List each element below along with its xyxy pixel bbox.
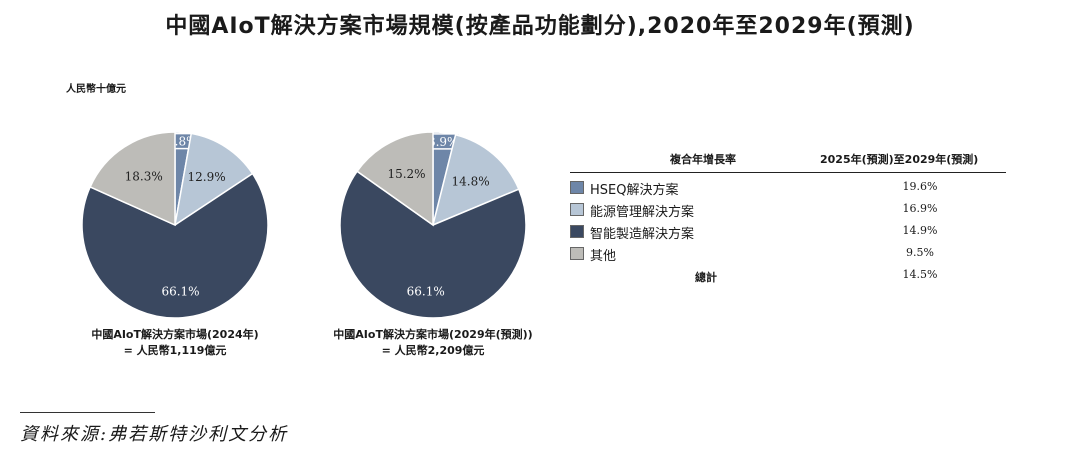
pie-label-other-2029: 15.2% (387, 167, 425, 181)
legend-swatch-hseq (570, 181, 584, 194)
header-cagr: 複合年增長率 (670, 153, 736, 166)
pie-slice-other-2024 (89, 131, 176, 227)
legend-value-other: 9.5% (906, 246, 934, 259)
chart-title: 中國AIoT解決方案市場規模(按產品功能劃分),2020年至2029年(預測) (165, 14, 915, 39)
pie-label-hseq-2029: 3.9% (428, 135, 459, 149)
pie-label-other-2024: 18.3% (125, 170, 163, 184)
legend-label-hseq: HSEQ解決方案 (590, 183, 679, 198)
legend-value-energy: 16.9% (902, 202, 938, 215)
pie-label-energy-2029: 14.8% (452, 174, 490, 188)
legend-total-value: 14.5% (902, 268, 938, 281)
pie-slice-manufacturing-2029 (339, 170, 527, 319)
legend-row-hseq: HSEQ解決方案 19.6% (570, 177, 1006, 199)
caption-2024: 中國AIoT解決方案市場(2024年) = 人民幣1,119億元 (35, 327, 315, 359)
caption-2029: 中國AIoT解決方案市場(2029年(預測)) = 人民幣2,209億元 (283, 327, 583, 359)
legend-row-energy: 能源管理解決方案 16.9% (570, 199, 1006, 221)
legend-row-total: 總計 14.5% (570, 265, 1006, 287)
legend-table: 複合年增長率 2025年(預測)至2029年(預測) HSEQ解決方案 19.6… (570, 146, 1006, 287)
legend-value-hseq: 19.6% (902, 180, 938, 193)
legend-swatch-manufacturing (570, 225, 584, 238)
pie-slice-manufacturing-2024 (81, 172, 269, 319)
legend-value-manufacturing: 14.9% (902, 224, 938, 237)
caption-2029-line2: = 人民幣2,209億元 (381, 344, 485, 357)
legend-row-manufacturing: 智能製造解決方案 14.9% (570, 221, 1006, 243)
legend-label-other: 其他 (590, 249, 617, 264)
legend-label-manufacturing: 智能製造解決方案 (590, 227, 695, 242)
legend-row-other: 其他 9.5% (570, 243, 1006, 265)
legend-swatch-other (570, 247, 584, 260)
source-note: 資料來源:弗若斯特沙利文分析 (20, 424, 289, 445)
unit-label: 人民幣十億元 (66, 84, 126, 95)
caption-2029-line1: 中國AIoT解決方案市場(2029年(預測)) (333, 328, 533, 341)
pie-slice-other-2029 (356, 131, 434, 227)
pie-chart-2024: 2.8%12.9%66.1%18.3% (81, 131, 269, 319)
pie-slice-energy-2029 (431, 133, 520, 227)
pie-label-manufacturing-2024: 66.1% (161, 285, 199, 299)
caption-2024-line1: 中國AIoT解決方案市場(2024年) (91, 328, 259, 341)
pie-label-manufacturing-2029: 66.1% (407, 285, 445, 299)
pie-label-energy-2024: 12.9% (188, 170, 226, 184)
legend-total-label: 總計 (695, 271, 717, 284)
source-divider (20, 412, 155, 413)
header-period: 2025年(預測)至2029年(預測) (820, 153, 979, 166)
pie-slice-energy-2024 (173, 132, 254, 227)
caption-2024-line2: = 人民幣1,119億元 (123, 344, 227, 357)
pie-chart-2029: 3.9% 14.8% 66.1% 15.2% (339, 131, 527, 319)
legend-table-header: 複合年增長率 2025年(預測)至2029年(預測) (570, 146, 1006, 173)
legend-swatch-energy (570, 203, 584, 216)
legend-label-energy: 能源管理解決方案 (590, 205, 695, 220)
